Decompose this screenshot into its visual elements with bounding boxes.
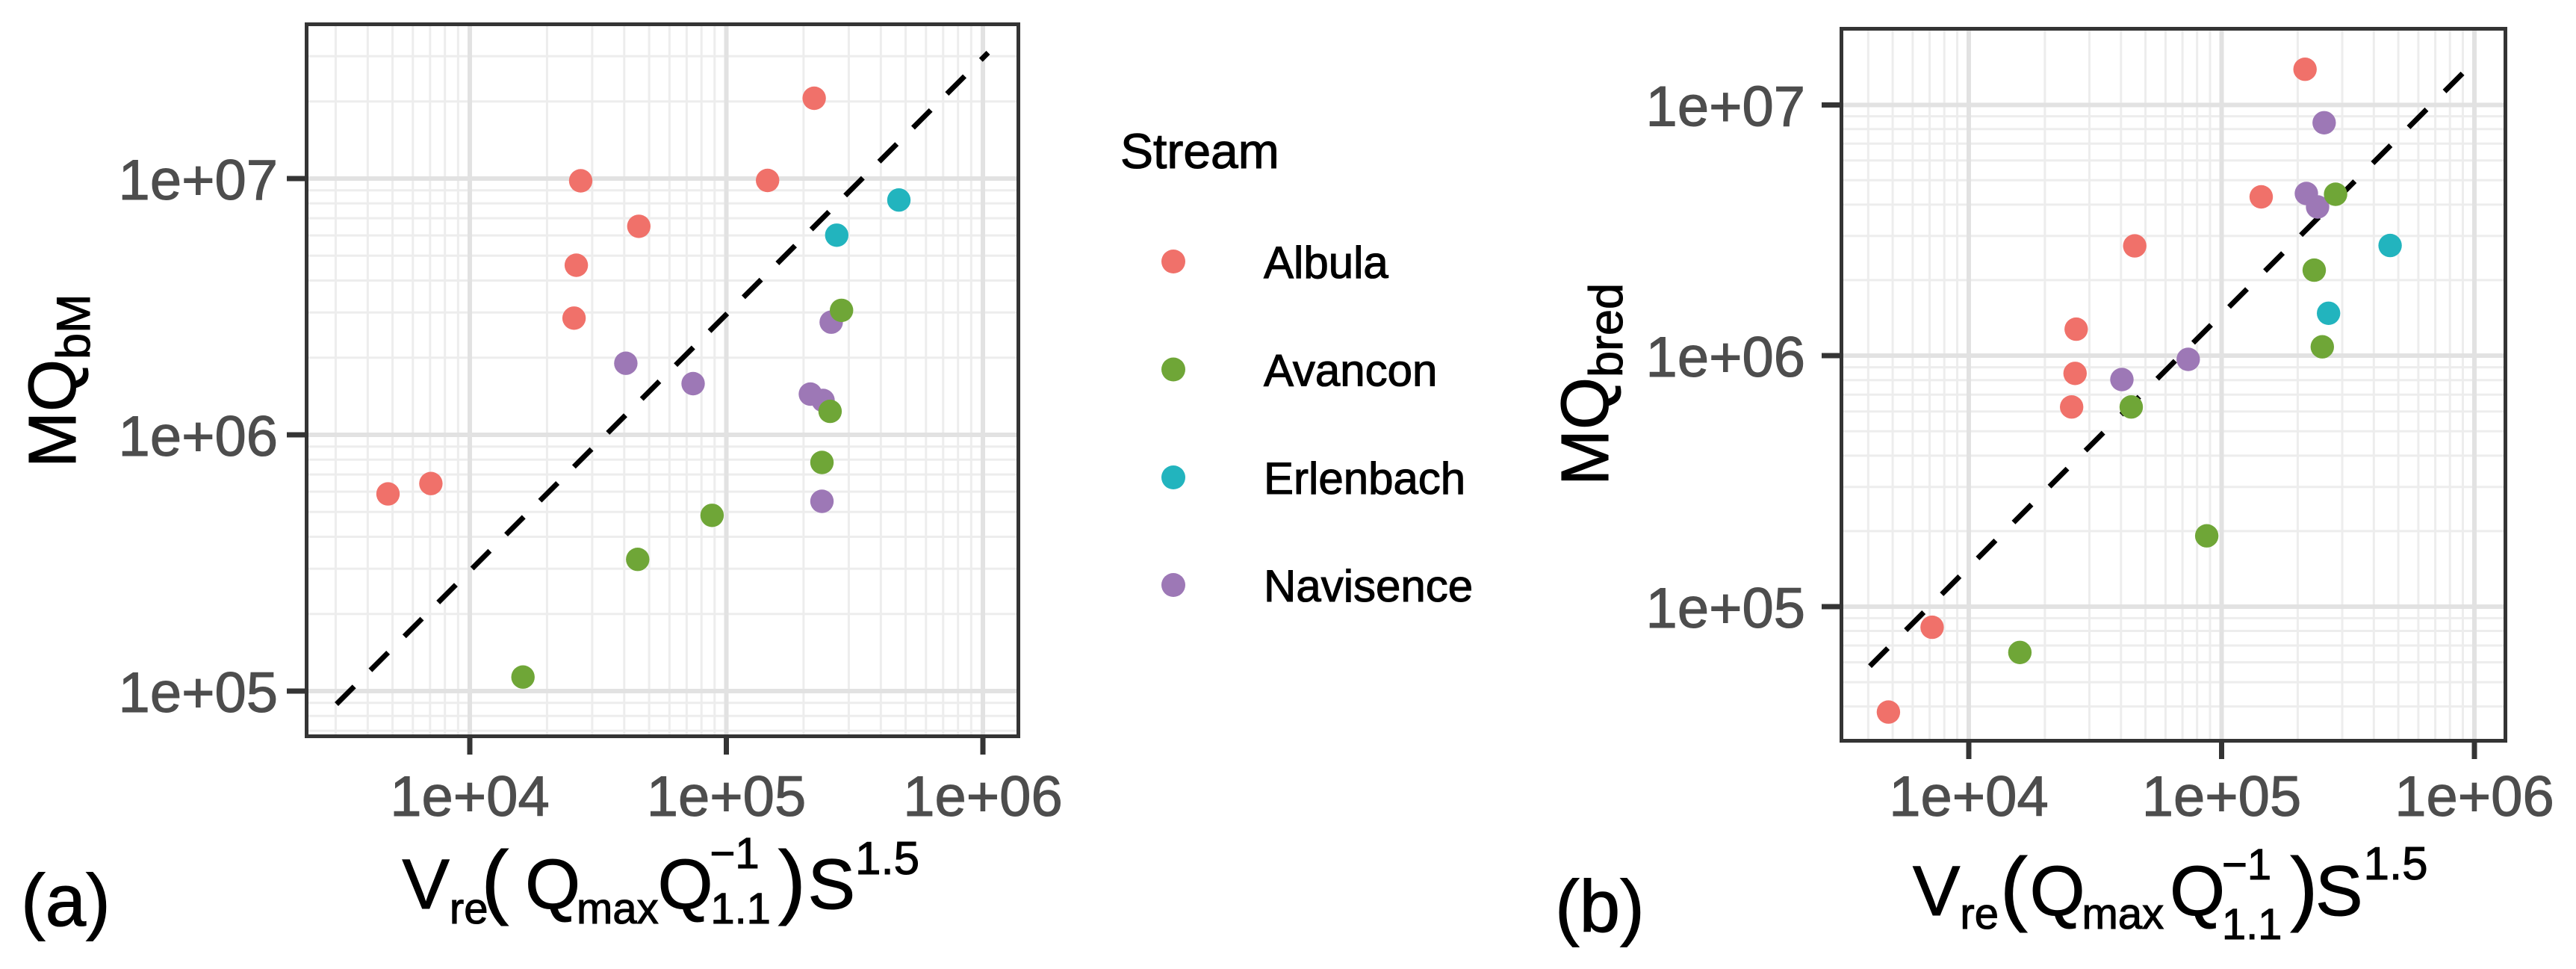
svg-text:1e+06: 1e+06 xyxy=(119,405,278,468)
svg-text:1e+06: 1e+06 xyxy=(2395,765,2554,829)
svg-text:(b): (b) xyxy=(1555,865,1645,947)
svg-text:1e+05: 1e+05 xyxy=(2142,765,2301,829)
svg-text:1e+07: 1e+07 xyxy=(1646,75,1805,139)
svg-text:1e+05: 1e+05 xyxy=(119,661,278,725)
svg-text:1e+07: 1e+07 xyxy=(119,149,278,212)
svg-text:1e+04: 1e+04 xyxy=(1889,765,2048,829)
svg-text:(a): (a) xyxy=(21,859,111,941)
svg-text:Erlenbach: Erlenbach xyxy=(1264,453,1465,504)
svg-text:1e+05: 1e+05 xyxy=(647,765,806,829)
svg-text:Vre(QmaxQ−11.1)S1.5: Vre(QmaxQ−11.1)S1.5 xyxy=(403,829,920,933)
svg-text:Stream: Stream xyxy=(1120,123,1279,179)
svg-text:Avancon: Avancon xyxy=(1264,346,1437,396)
svg-text:1e+05: 1e+05 xyxy=(1646,577,1805,640)
svg-text:Navisence: Navisence xyxy=(1264,561,1473,611)
svg-text:1e+04: 1e+04 xyxy=(390,765,549,829)
svg-text:1e+06: 1e+06 xyxy=(1646,326,1805,389)
svg-text:Albula: Albula xyxy=(1264,238,1388,288)
svg-text:1e+06: 1e+06 xyxy=(903,765,1062,829)
